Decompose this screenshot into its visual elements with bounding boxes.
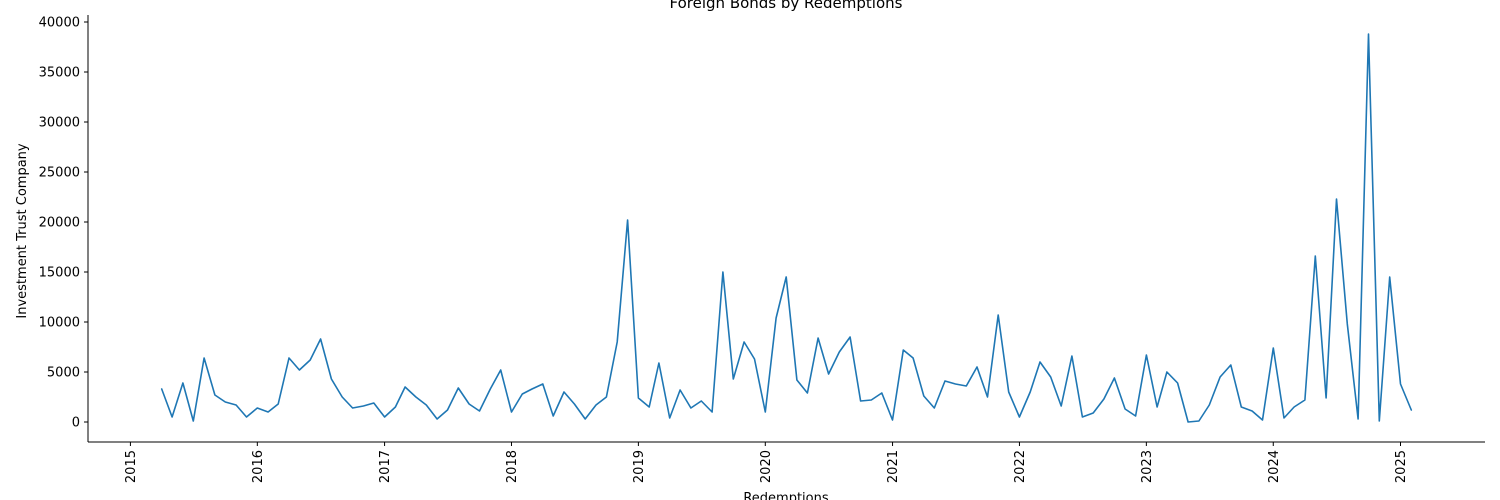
x-axis-title: Redemptions: [743, 491, 829, 500]
x-tick-label: 2021: [886, 450, 901, 483]
chart-title: Foreign Bonds by Redemptions: [670, 0, 903, 12]
y-tick-label: 10000: [39, 316, 80, 331]
y-tick-label: 20000: [39, 216, 80, 231]
x-tick-label: 2022: [1013, 450, 1028, 483]
y-tick-label: 25000: [39, 166, 80, 181]
y-tick-label: 40000: [39, 16, 80, 31]
x-tick-label: 2023: [1140, 450, 1155, 483]
x-tick-label: 2019: [632, 450, 647, 483]
x-tick-label: 2017: [378, 450, 393, 483]
x-tick-label: 2016: [251, 450, 266, 483]
y-tick-label: 5000: [47, 366, 80, 381]
y-tick-label: 30000: [39, 116, 80, 131]
y-tick-label: 15000: [39, 266, 80, 281]
x-tick-label: 2018: [505, 450, 520, 483]
y-axis-title: Investment Trust Company: [15, 143, 30, 319]
x-tick-label: 2024: [1267, 450, 1282, 483]
series-line-0: [160, 33, 1413, 423]
x-axis: 2015 2016 2017 2018 2019 2020 2021 2022 2023 2024…: [88, 441, 1485, 483]
x-tick-label: 2020: [759, 450, 774, 483]
y-axis: 0 5000 10000 15000 20000 25000 30000 35000 40000: [39, 15, 89, 442]
x-tick-label: 2015: [124, 450, 139, 483]
plot-area: [160, 33, 1413, 423]
y-tick-label: 0: [72, 416, 80, 431]
y-tick-label: 35000: [39, 66, 80, 81]
x-tick-label: 2025: [1394, 450, 1409, 483]
